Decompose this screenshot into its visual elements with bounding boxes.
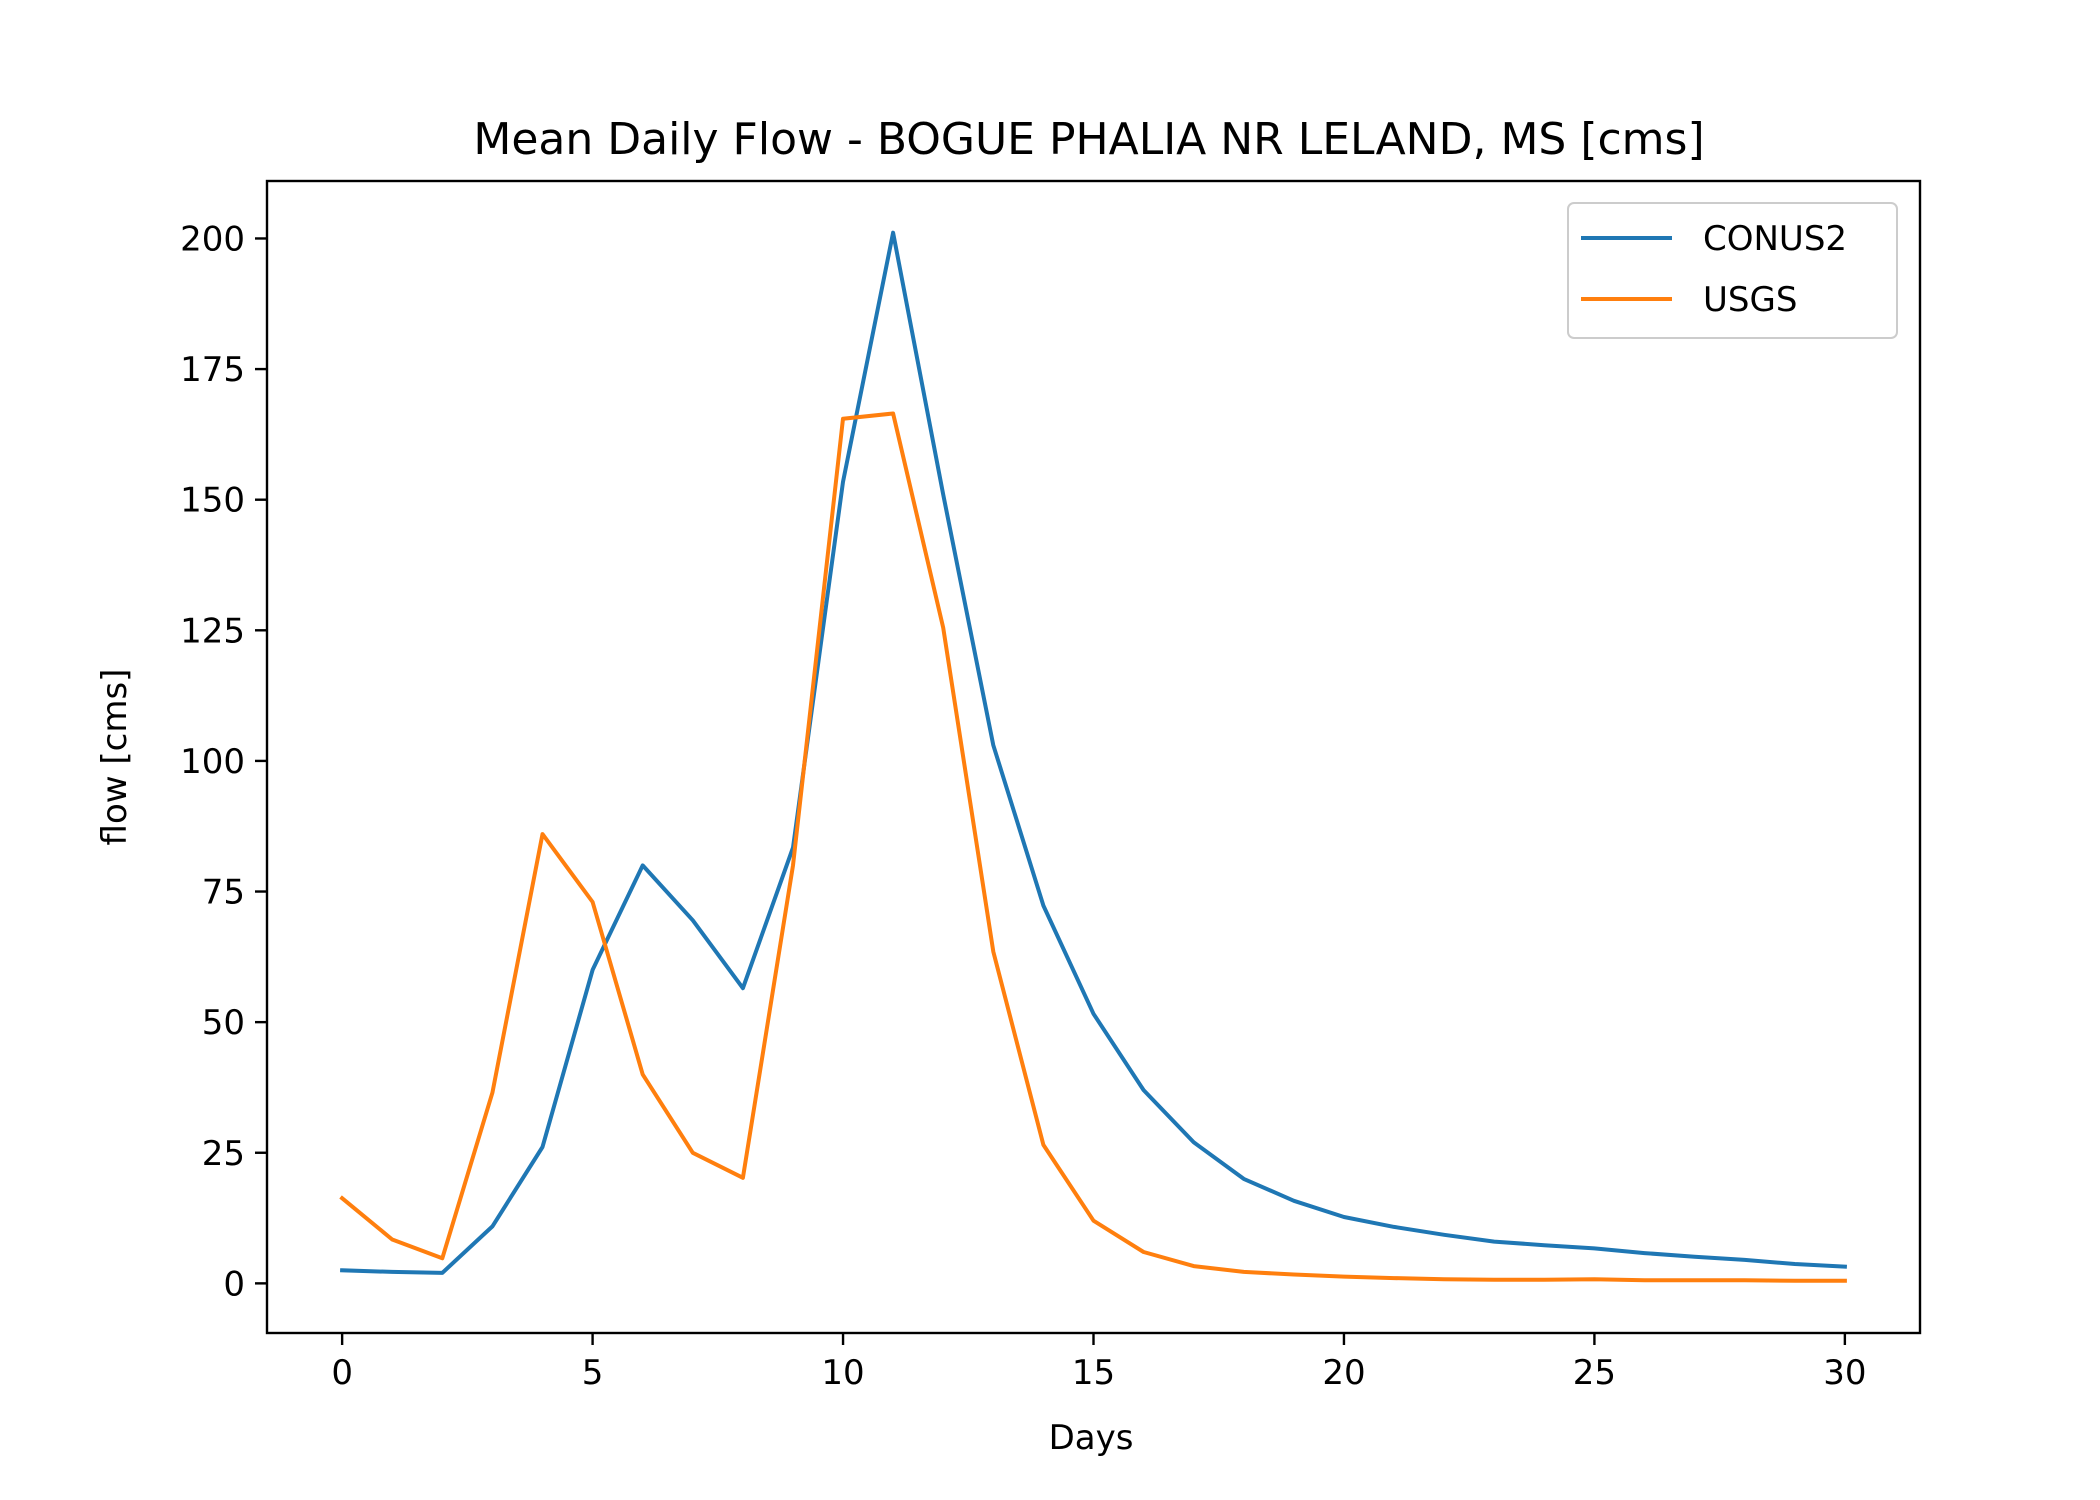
y-tick-label: 175 (180, 350, 245, 390)
x-tick-label: 10 (821, 1353, 864, 1393)
y-tick-label: 25 (202, 1134, 245, 1174)
series-line-usgs (339, 411, 1847, 1283)
plot-frame (265, 179, 1922, 1335)
series-lines (339, 230, 1848, 1283)
x-tick-label: 0 (331, 1353, 353, 1393)
x-tick-label: 5 (582, 1353, 604, 1393)
x-tick-label: 15 (1072, 1353, 1115, 1393)
chart-title: Mean Daily Flow - BOGUE PHALIA NR LELAND… (473, 114, 1704, 165)
x-axis: 0 5 10 15 20 25 30 (331, 1333, 1866, 1393)
y-tick-label: 50 (202, 1003, 245, 1043)
legend-label-conus2: CONUS2 (1703, 219, 1847, 259)
x-tick-label: 30 (1823, 1353, 1866, 1393)
series-line-conus2 (340, 230, 1848, 1275)
x-axis-title: Days (1049, 1418, 1134, 1458)
y-axis-title: flow [cms] (95, 669, 135, 846)
y-tick-label: 200 (180, 219, 245, 259)
legend: CONUS2 USGS (1567, 202, 1898, 339)
x-tick-label: 20 (1322, 1353, 1365, 1393)
y-tick-label: 125 (180, 611, 245, 651)
x-tick-label: 25 (1573, 1353, 1616, 1393)
y-tick-label: 100 (180, 742, 245, 782)
y-tick-label: 75 (202, 873, 245, 913)
y-axis: 0 25 50 75 100 125 150 175 200 (180, 219, 267, 1304)
y-tick-label: 150 (180, 481, 245, 521)
y-tick-label: 0 (223, 1264, 245, 1304)
legend-label-usgs: USGS (1703, 280, 1797, 320)
